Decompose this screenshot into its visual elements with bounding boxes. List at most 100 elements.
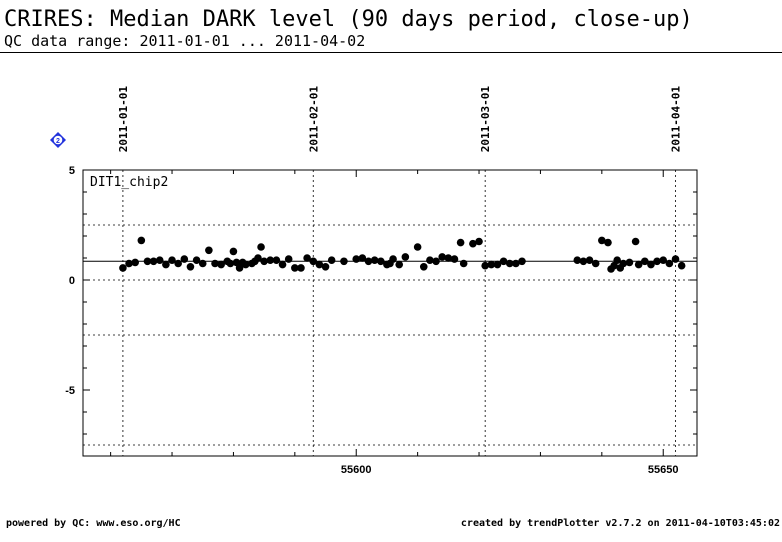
data-point-43	[364, 257, 373, 266]
y-tick-label-5: 5	[69, 165, 75, 177]
data-point-87	[665, 259, 674, 268]
data-point-14	[205, 246, 213, 255]
data-point-29	[266, 256, 275, 265]
data-point-26	[254, 254, 262, 262]
plot-frame	[82, 169, 698, 457]
data-point-62	[481, 261, 489, 270]
data-point-74	[604, 238, 612, 247]
data-point-13	[198, 259, 207, 268]
data-point-38	[321, 263, 330, 271]
data-point-23	[241, 260, 250, 269]
help-icon-glyph: 2	[56, 138, 60, 145]
data-point-58	[456, 238, 465, 247]
data-point-33	[291, 264, 299, 272]
data-point-63	[487, 260, 496, 269]
data-point-3	[137, 236, 146, 245]
date-label-1: 2011-02-01	[307, 86, 320, 153]
data-point-42	[358, 254, 367, 262]
data-point-49	[395, 260, 404, 269]
y-tick-label-0: 0	[69, 275, 75, 287]
data-point-30	[272, 256, 281, 265]
data-point-27	[257, 243, 265, 251]
data-point-36	[309, 257, 318, 266]
data-point-48	[389, 255, 397, 263]
data-point-1	[125, 259, 133, 268]
x-axis: 55600 55650	[110, 170, 679, 476]
data-point-82	[634, 260, 643, 269]
date-markers: 2011-01-01 2011-02-01 2011-03-01 2011-04-01	[117, 86, 683, 153]
date-label-2: 2011-03-01	[479, 86, 492, 153]
date-label-3: 2011-04-01	[670, 86, 683, 153]
date-label-0: 2011-01-01	[117, 86, 130, 153]
data-point-60	[469, 239, 477, 248]
data-point-83	[641, 257, 649, 266]
data-point-10	[180, 255, 189, 263]
data-point-61	[475, 237, 483, 246]
footer-powered-by: powered by QC: www.eso.org/HC	[6, 518, 181, 529]
data-point-37	[315, 260, 324, 269]
data-point-68	[518, 257, 526, 266]
data-point-64	[493, 260, 502, 269]
data-point-31	[278, 260, 287, 269]
data-point-69	[573, 256, 582, 265]
data-point-65	[499, 257, 508, 266]
data-point-19	[229, 247, 238, 256]
data-point-52	[419, 263, 428, 271]
help-icon[interactable]: 2	[50, 132, 66, 148]
data-point-8	[168, 256, 176, 265]
data-point-77	[613, 256, 621, 265]
data-point-81	[631, 237, 640, 246]
data-point-7	[162, 260, 170, 269]
data-point-80	[625, 258, 634, 267]
data-point-88	[671, 255, 680, 263]
data-point-12	[192, 256, 201, 265]
data-point-56	[444, 254, 453, 262]
page-title: CRIRES: Median DARK level (90 days perio…	[4, 7, 693, 32]
header-divider	[0, 52, 782, 53]
x-tick-label-55600: 55600	[341, 464, 372, 476]
x-tick-label-55650: 55650	[648, 464, 679, 476]
y-tick-label--5: -5	[65, 385, 75, 397]
data-point-40	[340, 257, 348, 266]
data-point-84	[647, 260, 655, 269]
data-point-86	[659, 256, 668, 265]
data-point-55	[438, 253, 446, 261]
footer-created-by: created by trendPlotter v2.7.2 on 2011-0…	[460, 518, 780, 529]
data-point-35	[303, 254, 311, 262]
data-point-41	[352, 255, 361, 263]
data-point-34	[297, 264, 305, 272]
data-point-32	[284, 255, 293, 263]
page-subtitle: QC data range: 2011-01-01 ... 2011-04-02	[4, 32, 366, 50]
data-point-6	[155, 256, 164, 265]
data-point-15	[211, 259, 219, 268]
data-point-85	[653, 257, 661, 266]
y-axis: -5 0 5	[65, 165, 697, 457]
data-point-66	[505, 259, 514, 268]
data-point-71	[585, 256, 594, 265]
data-point-73	[598, 236, 606, 245]
reference-lines	[83, 224, 697, 281]
data-point-57	[450, 255, 459, 263]
data-point-11	[186, 263, 195, 271]
data-point-72	[591, 259, 600, 268]
data-point-18	[226, 259, 235, 268]
data-point-59	[459, 259, 468, 268]
data-point-4	[143, 257, 152, 266]
data-point-28	[260, 257, 268, 266]
data-point-54	[432, 257, 440, 266]
data-point-2	[131, 258, 139, 267]
data-point-70	[579, 257, 588, 266]
data-point-53	[426, 256, 434, 265]
panel-label: DIT1_chip2	[90, 175, 168, 190]
data-point-50	[401, 253, 410, 261]
data-point-0	[119, 264, 127, 272]
data-point-39	[327, 256, 336, 265]
data-point-51	[413, 243, 422, 251]
grid-lines	[83, 170, 697, 456]
data-point-44	[370, 256, 379, 265]
data-point-45	[376, 257, 385, 266]
data-point-9	[174, 259, 182, 268]
data-point-5	[149, 257, 158, 266]
data-point-67	[512, 259, 520, 268]
